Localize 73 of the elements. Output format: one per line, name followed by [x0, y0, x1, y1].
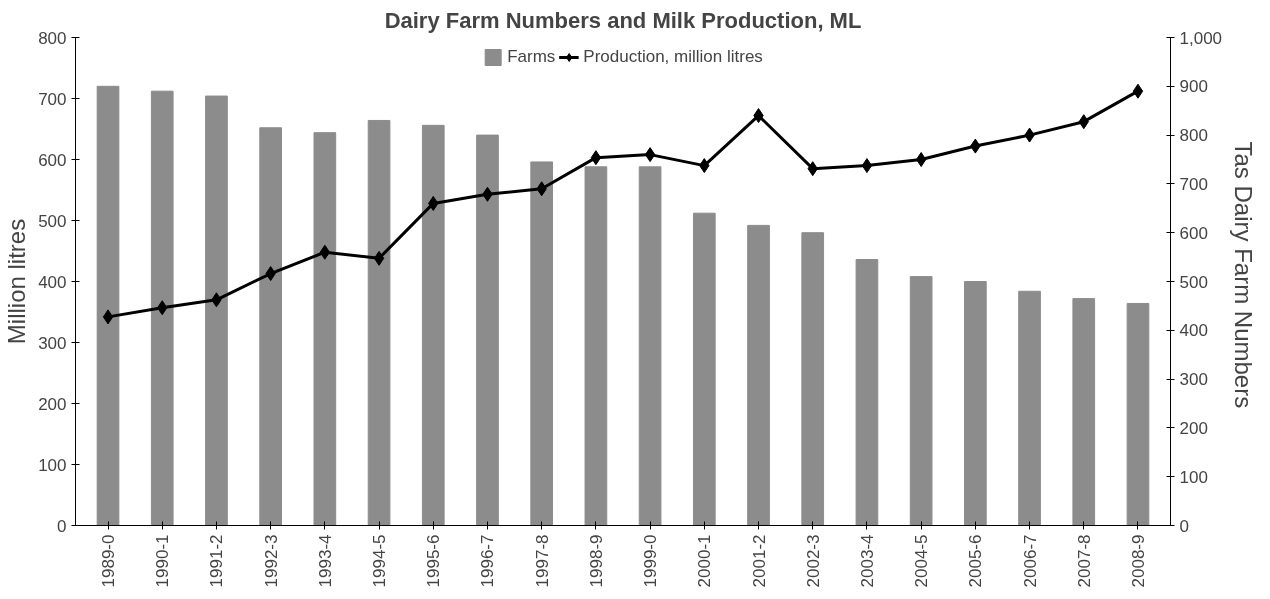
bar — [476, 134, 499, 526]
x-tick-label: 2005-6 — [966, 534, 986, 588]
y-tick-label: 700 — [38, 89, 67, 109]
y-tick-label: 800 — [38, 28, 67, 48]
x-tick-label: 1993-4 — [315, 534, 335, 588]
legend-label: Farms — [507, 47, 556, 67]
y-axis-title: Million litres — [3, 218, 31, 345]
x-tick-label: 1992-3 — [261, 534, 281, 588]
x-tick-label: 2000-1 — [695, 534, 715, 588]
x-tick-label: 2004-5 — [912, 534, 932, 588]
bar — [259, 127, 282, 526]
point — [1132, 83, 1144, 99]
bar — [1018, 290, 1041, 526]
y-tick-label: 0 — [57, 516, 67, 536]
chart-title: Dairy Farm Numbers and Milk Production, ML — [384, 7, 862, 33]
bar — [1072, 298, 1096, 526]
y-tick-label: 100 — [38, 455, 67, 475]
x-tick-label: 2002-3 — [803, 534, 823, 588]
legend-label: Production, million litres — [583, 47, 763, 67]
bar — [638, 166, 662, 526]
y-tick-label: 400 — [38, 272, 67, 292]
y2-tick-label: 600 — [1179, 223, 1208, 243]
point — [319, 244, 331, 260]
bar — [421, 124, 445, 526]
x-tick-label: 1990-1 — [153, 534, 173, 588]
bar — [150, 90, 174, 526]
point — [915, 152, 927, 167]
x-tick-label: 2008-9 — [1128, 534, 1148, 588]
x-tick-label: 1996-7 — [478, 534, 498, 588]
x-tick-label: 2006-7 — [1020, 534, 1040, 588]
x-tick-label: 1998-9 — [586, 534, 606, 588]
y2-tick-label: 800 — [1179, 126, 1208, 146]
y2-tick-label: 0 — [1179, 516, 1189, 536]
point — [644, 147, 656, 163]
point — [373, 250, 385, 266]
y2-axis-title: Tas Dairy Farm Numbers — [1230, 141, 1258, 409]
x-tick-label: 1994-5 — [370, 534, 390, 588]
point — [861, 158, 873, 174]
bar — [530, 161, 554, 526]
bar — [801, 232, 825, 526]
y-tick-label: 200 — [38, 394, 67, 414]
x-tick-label: 2007-8 — [1074, 534, 1094, 588]
x-tick-label: 2003-4 — [857, 534, 877, 588]
bar — [96, 85, 120, 526]
point — [590, 150, 602, 166]
y2-tick-label: 500 — [1179, 272, 1208, 292]
x-tick-label: 1989-0 — [99, 534, 119, 588]
x-tick-label: 1999-0 — [641, 534, 661, 588]
y2-tick-label: 900 — [1179, 77, 1208, 97]
bar — [855, 259, 879, 526]
y-tick-label: 600 — [38, 150, 67, 170]
y2-tick-label: 700 — [1179, 174, 1208, 194]
bar — [909, 276, 933, 526]
y2-tick-label: 1,000 — [1179, 28, 1223, 48]
bar — [964, 281, 987, 526]
y2-tick-label: 300 — [1179, 370, 1208, 390]
y-tick-label: 300 — [38, 333, 67, 353]
y2-tick-label: 100 — [1179, 467, 1208, 487]
y-tick-label: 500 — [38, 211, 67, 231]
x-tick-label: 1995-6 — [424, 534, 444, 588]
bar — [313, 132, 337, 526]
y2-tick-label: 400 — [1179, 321, 1208, 341]
x-tick-label: 1997-8 — [532, 534, 552, 588]
x-tick-label: 2001-2 — [749, 534, 769, 588]
y2-tick-label: 200 — [1179, 418, 1208, 438]
x-tick-label: 1991-2 — [207, 534, 227, 588]
bar — [584, 166, 608, 526]
bar — [367, 119, 391, 526]
bar — [205, 95, 228, 526]
bar — [747, 224, 770, 526]
point — [102, 309, 114, 325]
bar — [692, 212, 716, 526]
bar — [1126, 302, 1150, 526]
